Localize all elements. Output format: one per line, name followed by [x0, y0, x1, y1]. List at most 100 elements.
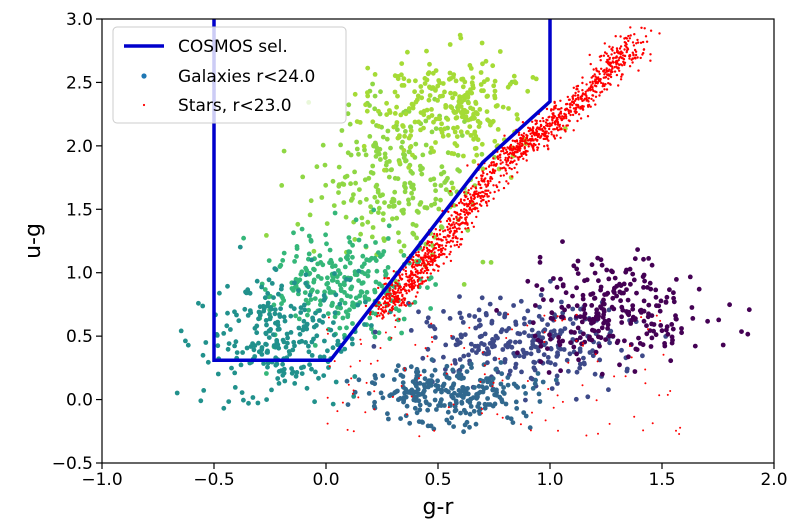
- galaxy-point: [629, 317, 635, 323]
- galaxy-point: [441, 309, 446, 314]
- star-point: [581, 81, 584, 85]
- galaxy-point: [370, 163, 376, 169]
- galaxy-point: [601, 301, 607, 307]
- galaxy-point: [500, 389, 506, 395]
- star-point: [400, 304, 403, 307]
- y-tick-label: 0.5: [66, 327, 93, 347]
- star-point: [587, 97, 591, 100]
- star-point: [560, 128, 563, 131]
- galaxy-point: [312, 343, 318, 348]
- star-point: [449, 245, 453, 248]
- galaxy-point: [221, 331, 227, 336]
- star-point: [481, 198, 484, 202]
- star-point: [576, 103, 579, 107]
- star-point: [516, 156, 519, 159]
- galaxy-point: [418, 84, 424, 89]
- galaxy-point: [302, 290, 308, 295]
- galaxy-point: [476, 124, 482, 129]
- star-point: [430, 322, 433, 325]
- star-point: [508, 146, 512, 149]
- galaxy-point: [570, 306, 576, 312]
- star-point: [622, 58, 626, 61]
- y-tick-label: 2.0: [66, 137, 93, 157]
- galaxy-point: [482, 331, 488, 337]
- star-point: [422, 258, 425, 262]
- star-point: [369, 362, 372, 365]
- galaxy-point: [312, 296, 318, 301]
- star-point: [459, 200, 463, 203]
- galaxy-point: [281, 148, 287, 154]
- galaxy-point: [357, 199, 363, 205]
- galaxy-point: [409, 184, 414, 190]
- galaxy-point: [599, 371, 605, 377]
- galaxy-point: [383, 162, 389, 168]
- galaxy-point: [372, 93, 378, 99]
- galaxy-point: [599, 262, 605, 268]
- galaxy-point: [324, 221, 330, 227]
- star-point: [636, 41, 640, 44]
- star-point: [380, 307, 383, 311]
- galaxy-point: [345, 111, 351, 117]
- galaxy-point: [295, 221, 301, 227]
- star-point: [675, 429, 677, 432]
- star-point: [521, 121, 525, 124]
- star-point: [560, 118, 563, 122]
- star-point: [530, 135, 534, 138]
- galaxy-point: [340, 181, 345, 187]
- galaxy-point: [609, 304, 615, 310]
- galaxy-point: [590, 353, 596, 359]
- galaxy-point: [359, 215, 365, 221]
- galaxy-point: [554, 284, 560, 290]
- star-point: [509, 151, 512, 154]
- galaxy-point: [416, 258, 422, 264]
- galaxy-point: [323, 232, 328, 238]
- galaxy-point: [515, 350, 520, 356]
- galaxy-point: [568, 340, 573, 345]
- star-point: [540, 124, 543, 127]
- galaxy-point: [457, 32, 463, 38]
- star-point: [598, 55, 602, 58]
- star-point: [470, 221, 474, 225]
- galaxy-point: [453, 115, 459, 121]
- galaxy-point: [306, 343, 311, 349]
- star-point: [502, 186, 506, 190]
- galaxy-point: [215, 343, 221, 349]
- galaxy-point: [355, 302, 361, 308]
- star-point: [381, 309, 384, 313]
- star-point: [412, 279, 416, 282]
- galaxy-point: [428, 177, 434, 183]
- galaxy-point: [413, 223, 419, 229]
- galaxy-point: [351, 192, 356, 198]
- star-point: [625, 50, 628, 54]
- galaxy-point: [367, 315, 373, 321]
- star-point: [589, 89, 592, 92]
- star-point: [575, 339, 578, 342]
- star-point: [607, 54, 610, 58]
- star-point: [499, 153, 502, 156]
- star-point: [629, 34, 632, 37]
- galaxy-point: [346, 102, 352, 108]
- galaxy-point: [380, 211, 386, 217]
- star-point: [401, 287, 405, 291]
- star-point: [368, 313, 372, 316]
- galaxy-point: [374, 149, 379, 154]
- galaxy-point: [432, 367, 438, 373]
- star-point: [327, 316, 330, 319]
- star-point: [592, 68, 595, 71]
- y-tick-label: 2.5: [66, 73, 93, 93]
- galaxy-point: [376, 108, 381, 114]
- star-point: [422, 271, 425, 275]
- star-point: [516, 171, 519, 174]
- star-point: [388, 303, 391, 306]
- star-point: [526, 380, 529, 382]
- galaxy-point: [560, 338, 565, 344]
- star-point: [377, 311, 380, 315]
- star-point: [623, 63, 626, 66]
- galaxy-point: [638, 307, 644, 313]
- galaxy-point: [523, 391, 528, 396]
- galaxy-point: [436, 78, 442, 83]
- galaxy-point: [673, 316, 679, 322]
- galaxy-point: [505, 382, 511, 388]
- galaxy-point: [266, 335, 272, 340]
- galaxy-point: [395, 127, 400, 133]
